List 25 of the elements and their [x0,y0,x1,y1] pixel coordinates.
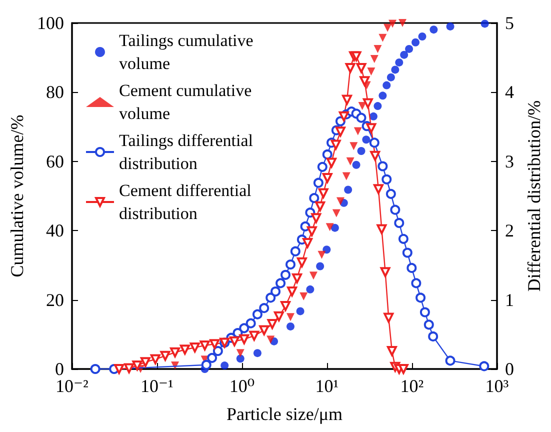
legend-label: Tailings differential distribution [119,131,258,173]
legend-label: Cement cumulative volume [119,81,256,123]
y-tick-label: 60 [46,151,64,172]
y2-tick-label: 1 [505,290,514,310]
y2-axis-title: Differential distribution/% [524,100,544,292]
y-tick-label: 40 [46,220,64,241]
y2-tick-label: 5 [505,13,514,33]
x-tick-label: 10⁻¹ [140,376,174,396]
y2-tick-label: 2 [505,220,514,241]
x-axis-title: Particle size/μm [226,404,343,424]
x-tick-label: 10² [400,376,424,396]
y2-tick-label: 4 [505,82,514,102]
x-tick-label: 10⁻² [56,376,88,396]
legend-label: Cement differential distribution [119,181,256,223]
x-tick-label: 10¹ [315,376,339,396]
x-tick-label: 10³ [485,376,510,396]
x-tick-label: 10⁰ [229,376,255,396]
y2-tick-label: 0 [505,359,514,379]
legend-label: Tailings cumulative volume [119,31,258,73]
y-tick-label: 80 [46,82,64,102]
y-axis-title: Cumulative volume/% [7,114,28,278]
y-tick-label: 0 [55,359,64,379]
y-tick-label: 100 [37,13,64,33]
y-tick-label: 20 [46,290,64,310]
y2-tick-label: 3 [505,151,514,172]
